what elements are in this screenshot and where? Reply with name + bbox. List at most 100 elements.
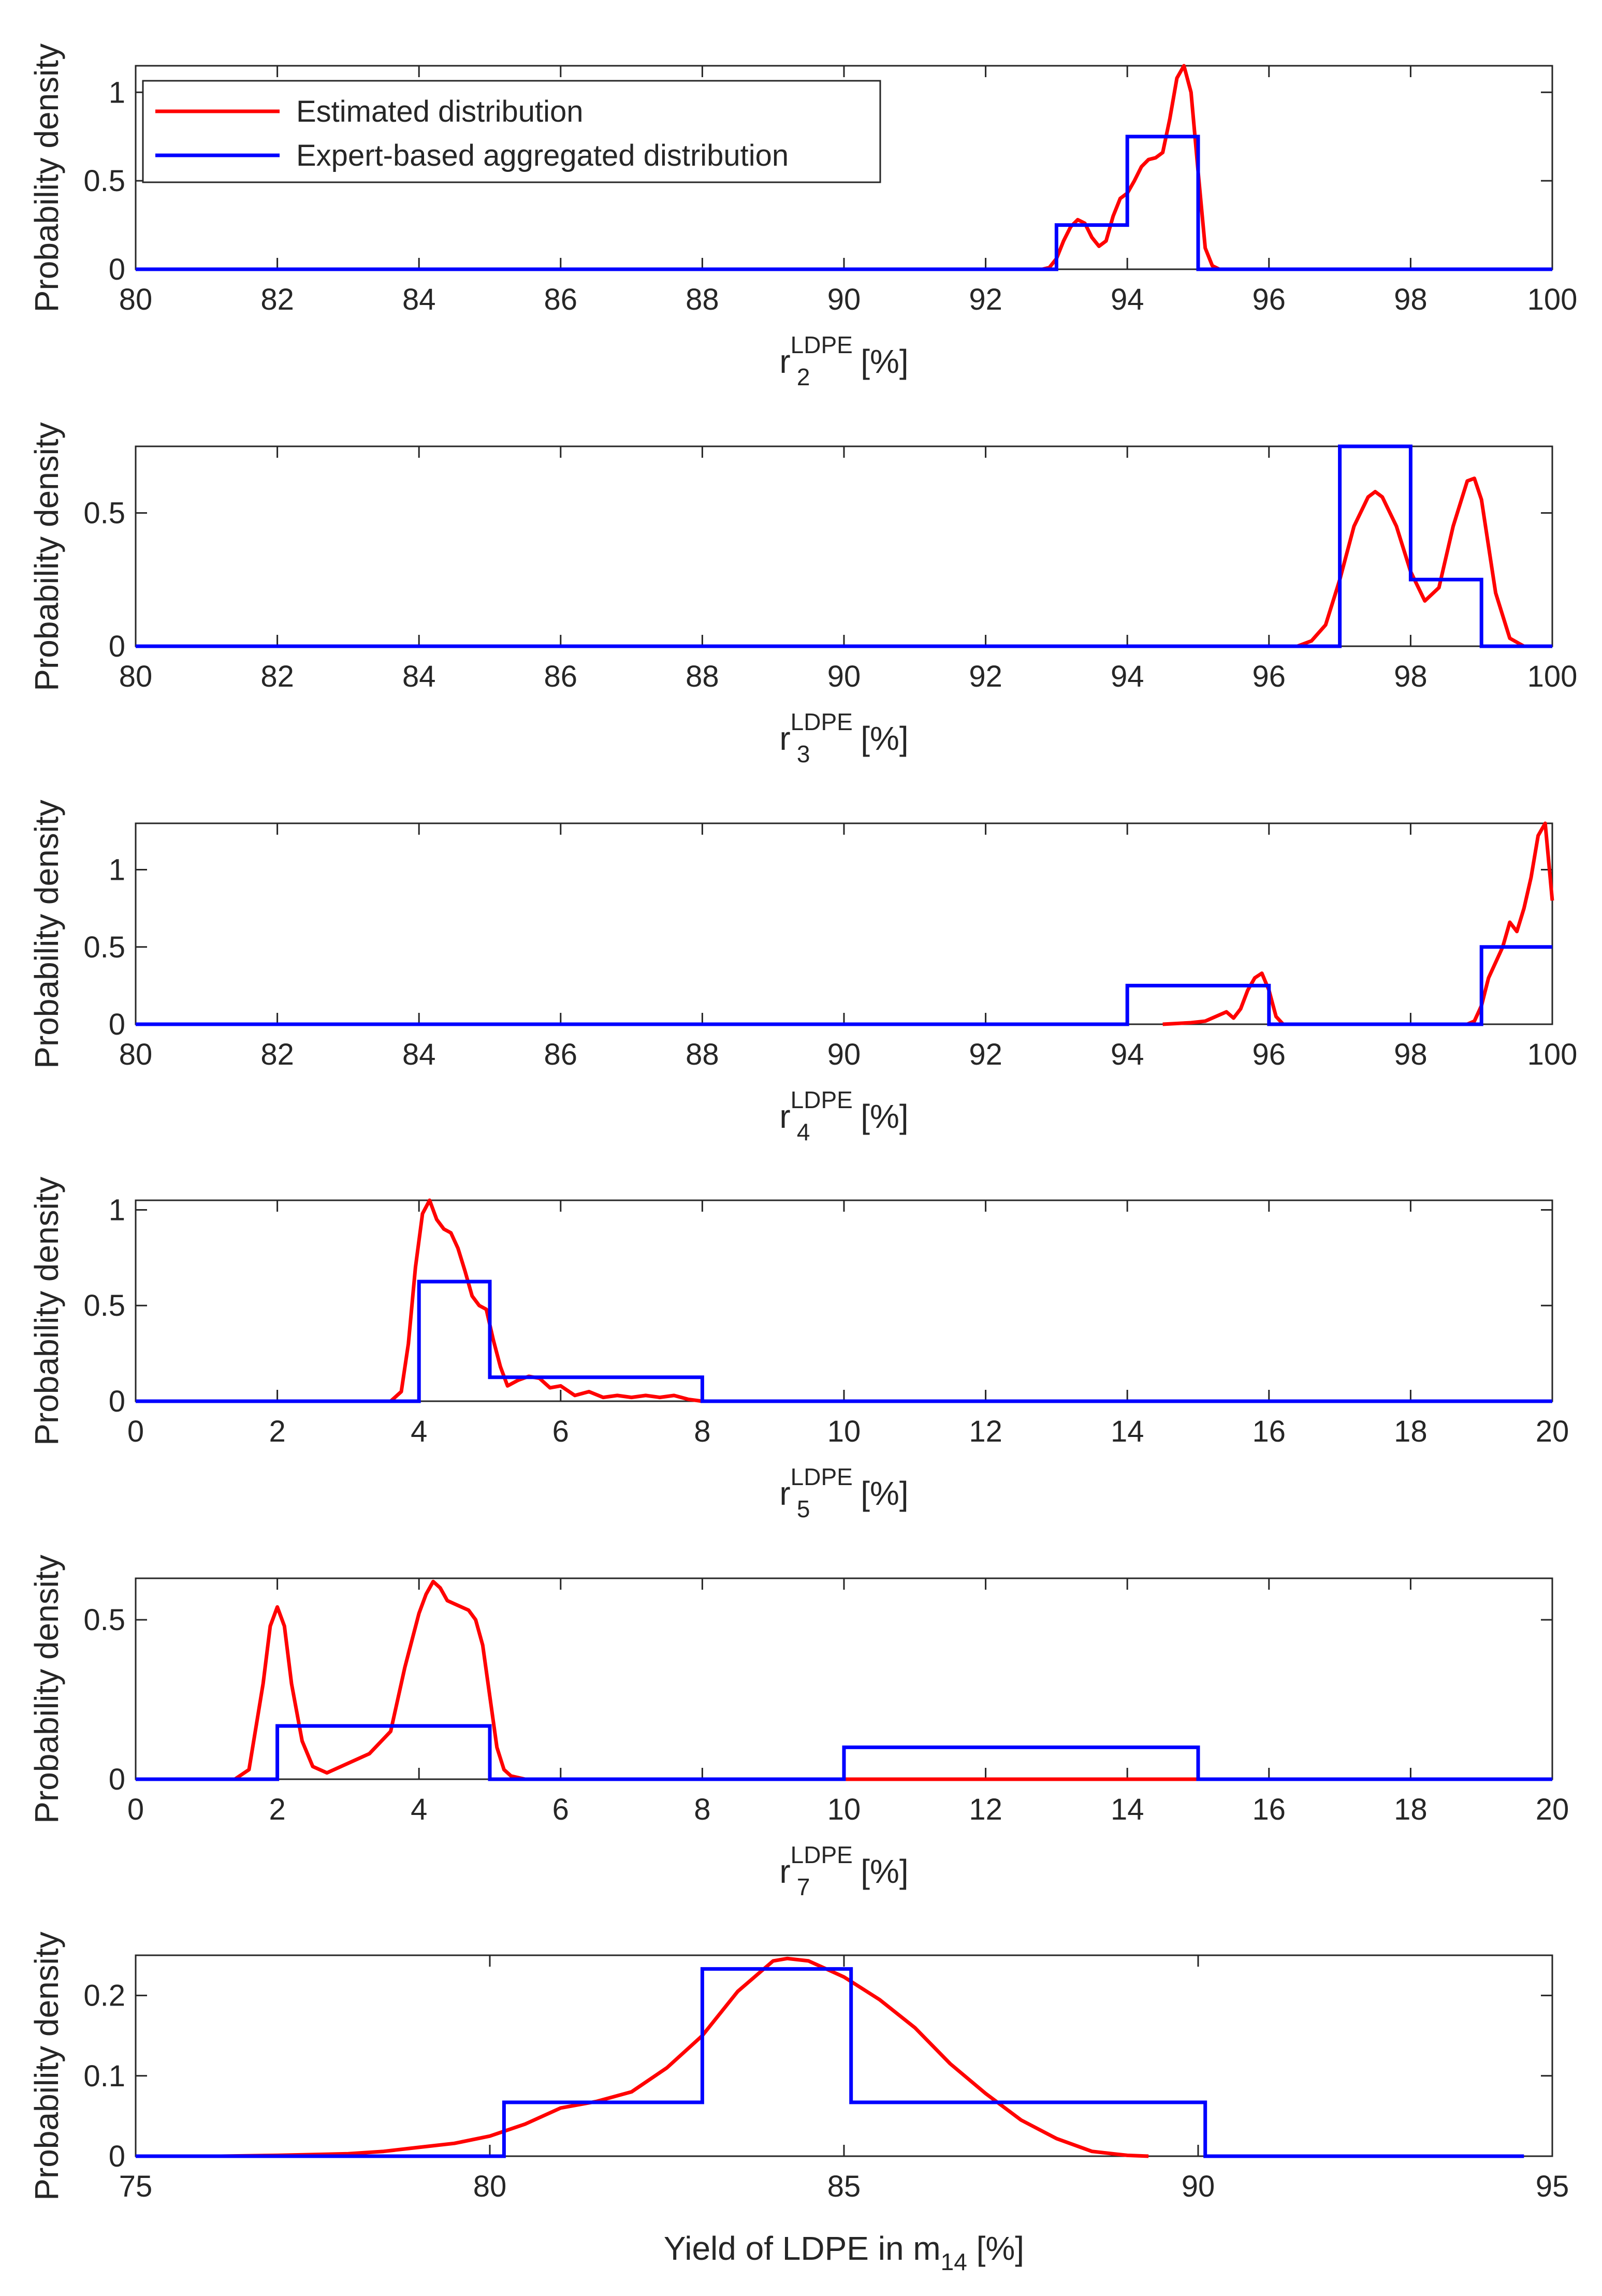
x-tick-label: 0 (127, 1415, 144, 1448)
x-tick-label: 14 (1111, 1793, 1144, 1826)
y-tick-label: 0.5 (83, 1289, 125, 1323)
x-tick-label: 10 (827, 1415, 861, 1448)
axes-box (135, 822, 1553, 1025)
x-axis-label: rLDPE 7 [%] (779, 1841, 908, 1900)
x-tick-label: 80 (119, 1038, 153, 1071)
x-tick-label: 94 (1111, 660, 1144, 693)
estimated-distribution-line (136, 1579, 1552, 1781)
x-axis-label: rLDPE 4 [%] (779, 1086, 908, 1145)
expert-distribution-line (136, 135, 1552, 271)
x-tick-label: 8 (694, 1415, 710, 1448)
legend-box (142, 80, 881, 183)
x-tick-label: 82 (260, 283, 294, 316)
x-tick-label: 16 (1253, 1793, 1286, 1826)
x-tick-label: 8 (694, 1793, 710, 1826)
y-tick-label: 0 (109, 2140, 125, 2173)
y-tick-label: 0 (109, 253, 125, 286)
x-tick-label: 94 (1111, 1038, 1144, 1071)
axes-box (135, 1954, 1553, 2157)
x-tick-label: 84 (402, 283, 436, 316)
x-tick-label: 12 (969, 1415, 1002, 1448)
x-tick-label: 100 (1527, 283, 1578, 316)
x-tick-label: 82 (260, 660, 294, 693)
x-tick-label: 20 (1536, 1415, 1569, 1448)
x-tick-label: 80 (473, 2170, 507, 2203)
x-tick-label: 20 (1536, 1793, 1569, 1826)
legend-expert-label: Expert-based aggregated distribution (296, 139, 789, 172)
x-tick-label: 85 (827, 2170, 861, 2203)
estimated-distribution-line (136, 64, 1552, 271)
x-tick-label: 92 (969, 660, 1002, 693)
y-tick-label: 0.5 (83, 164, 125, 198)
expert-distribution-line (136, 1280, 1552, 1403)
x-tick-label: 80 (119, 283, 153, 316)
x-tick-label: 90 (827, 283, 861, 316)
x-tick-label: 4 (411, 1415, 427, 1448)
y-tick-label: 1 (109, 76, 125, 109)
x-tick-label: 16 (1253, 1415, 1286, 1448)
x-tick-label: 18 (1394, 1793, 1428, 1826)
x-tick-label: 98 (1394, 660, 1428, 693)
y-tick-label: 0.1 (83, 2059, 125, 2093)
y-axis-label: Probability density (28, 1931, 65, 2200)
x-tick-label: 90 (827, 1038, 861, 1071)
x-tick-label: 90 (1182, 2170, 1215, 2203)
subplot-4: 0 2 4 6 8 10 12 14 16 18 20 0 0.5 1 Probability densit… (28, 1176, 1569, 1522)
subplot-6: 75 80 85 90 95 0 0.1 0.2 Probability density Yiel… (28, 1931, 1569, 2275)
x-tick-label: 100 (1527, 1038, 1578, 1071)
x-tick-label: 84 (402, 1038, 436, 1071)
subplot-5: 0 2 4 6 8 10 12 14 16 18 20 0 0.5 Probability density… (28, 1554, 1569, 1900)
x-tick-label: 84 (402, 660, 436, 693)
x-tick-label: 86 (544, 660, 578, 693)
y-tick-label: 0 (109, 1763, 125, 1796)
expert-distribution-line (136, 945, 1552, 1026)
x-tick-label: 4 (411, 1793, 427, 1826)
y-axis-label: Probability density (28, 1176, 65, 1445)
expert-distribution-line (136, 1967, 1524, 2158)
x-tick-label: 100 (1527, 660, 1578, 693)
x-tick-label: 2 (269, 1793, 285, 1826)
x-tick-label: 86 (544, 1038, 578, 1071)
x-axis-label: rLDPE 2 [%] (779, 331, 908, 390)
x-tick-label: 6 (552, 1793, 569, 1826)
x-tick-label: 75 (119, 2170, 153, 2203)
axes-box (135, 1199, 1553, 1402)
x-tick-label: 18 (1394, 1415, 1428, 1448)
x-tick-label: 96 (1253, 660, 1286, 693)
x-tick-label: 88 (686, 1038, 719, 1071)
y-tick-label: 0.2 (83, 1979, 125, 2013)
x-tick-label: 82 (260, 1038, 294, 1071)
x-tick-label: 88 (686, 660, 719, 693)
x-axis-label: rLDPE 3 [%] (779, 708, 908, 767)
x-tick-label: 2 (269, 1415, 285, 1448)
x-tick-label: 98 (1394, 283, 1428, 316)
y-tick-label: 0.5 (83, 497, 125, 530)
x-tick-label: 80 (119, 660, 153, 693)
y-tick-label: 1 (109, 1193, 125, 1227)
x-tick-label: 0 (127, 1793, 144, 1826)
y-axis-label: Probability density (28, 422, 65, 691)
expert-distribution-line (136, 444, 1552, 648)
x-tick-label: 96 (1253, 283, 1286, 316)
y-axis-label: Probability density (28, 1554, 65, 1823)
x-tick-label: 96 (1253, 1038, 1286, 1071)
y-tick-label: 0 (109, 1385, 125, 1418)
x-tick-label: 10 (827, 1793, 861, 1826)
y-tick-label: 0 (109, 1008, 125, 1041)
y-tick-label: 1 (109, 853, 125, 887)
estimated-distribution-line (221, 1956, 1149, 2158)
x-axis-label: rLDPE 5 [%] (779, 1463, 908, 1522)
x-tick-label: 90 (827, 660, 861, 693)
y-tick-label: 0 (109, 630, 125, 663)
axes-box (135, 445, 1553, 647)
x-tick-label: 86 (544, 283, 578, 316)
x-axis-label: Yield of LDPE in m14 [%] (664, 2230, 1024, 2275)
x-tick-label: 94 (1111, 283, 1144, 316)
x-tick-label: 12 (969, 1793, 1002, 1826)
y-axis-label: Probability density (28, 800, 65, 1068)
y-tick-label: 0.5 (83, 931, 125, 964)
x-tick-label: 98 (1394, 1038, 1428, 1071)
x-tick-label: 92 (969, 283, 1002, 316)
x-tick-label: 6 (552, 1415, 569, 1448)
